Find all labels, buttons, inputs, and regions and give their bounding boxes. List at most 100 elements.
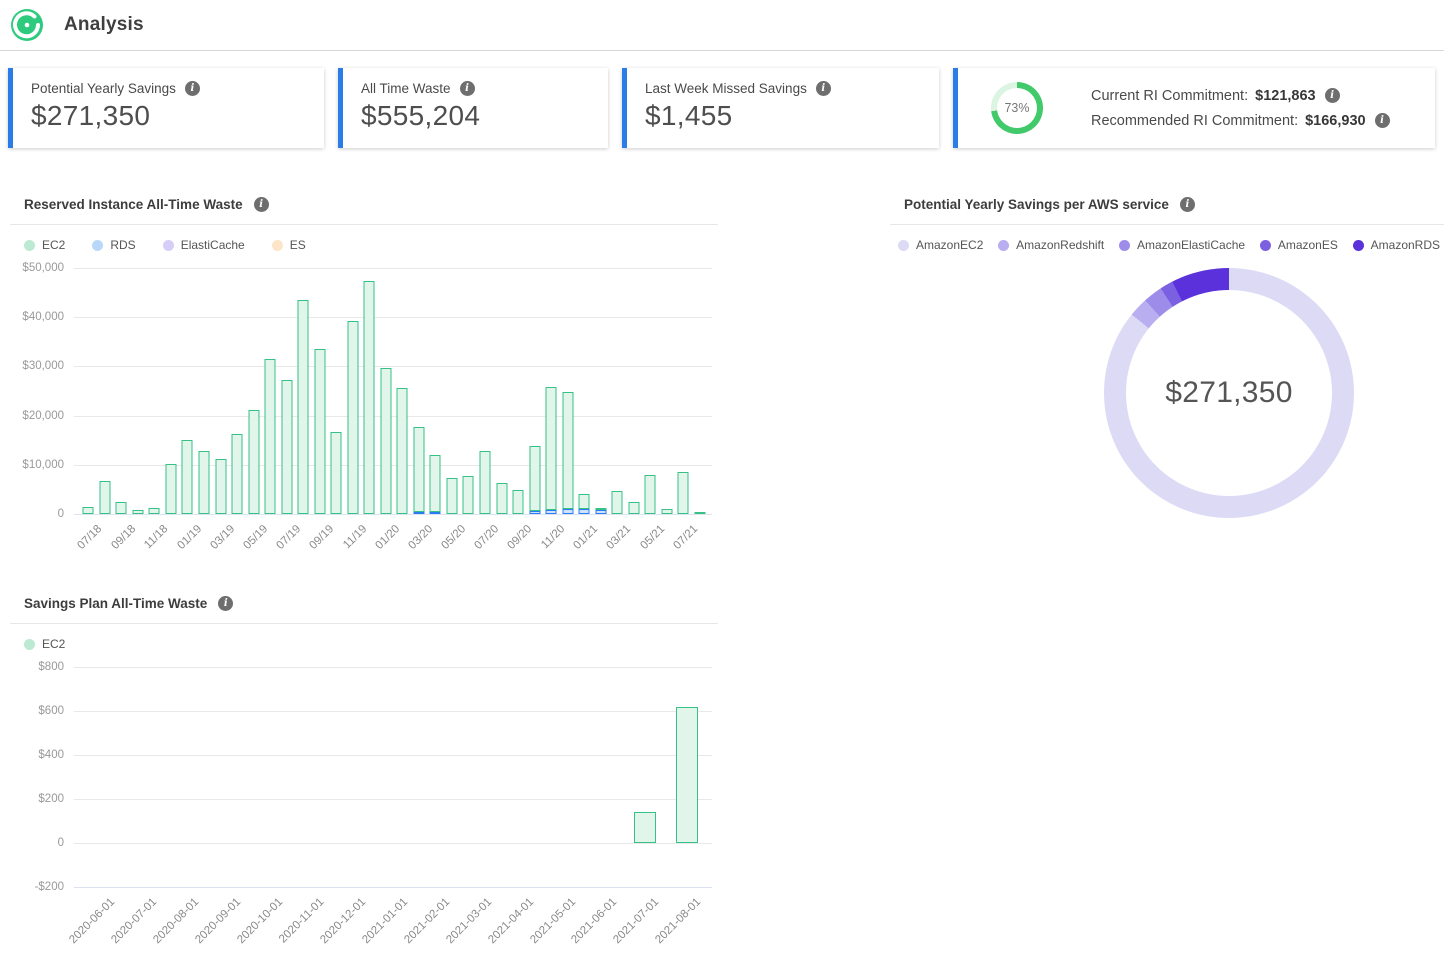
bar-EC2-11/19[interactable]: [347, 321, 359, 514]
bar-EC2-02/20[interactable]: [396, 388, 408, 514]
bar-RDS-10/20[interactable]: [529, 510, 541, 514]
info-icon[interactable]: i: [253, 197, 269, 212]
bar-EC2-08/21[interactable]: [694, 512, 706, 514]
row-value: $166,930: [1305, 112, 1366, 129]
savings-per-service-donut-chart: $271,350: [890, 268, 1444, 518]
bar-EC2-02/21[interactable]: [595, 508, 607, 511]
legend-item-ES[interactable]: ES: [271, 238, 306, 252]
bar-EC2-06/21[interactable]: [661, 508, 673, 514]
chart-legend: AmazonEC2 AmazonRedshift AmazonElastiCache…: [898, 238, 1440, 252]
bar-EC2-08/20[interactable]: [496, 483, 508, 514]
bar-EC2-12/20[interactable]: [562, 392, 574, 509]
bar-RDS-03/20[interactable]: [413, 511, 425, 514]
bar-slot: [394, 268, 411, 514]
bar-EC2-09/18[interactable]: [115, 502, 127, 514]
bar-slot: [345, 268, 362, 514]
gauge-percent-label: 73%: [1004, 101, 1030, 115]
bar-EC2-2021-07-01[interactable]: [634, 812, 657, 843]
bar-EC2-03/20[interactable]: [413, 426, 425, 512]
bar-EC2-12/19[interactable]: [363, 281, 375, 514]
card-label-row: Potential Yearly Savings i: [31, 81, 306, 96]
prosperops-logo-icon[interactable]: [10, 8, 44, 42]
gridline: [74, 755, 712, 756]
bar-EC2-08/19[interactable]: [297, 300, 309, 514]
legend-dot-icon: [24, 638, 35, 650]
bar-RDS-12/20[interactable]: [562, 508, 574, 514]
info-icon[interactable]: i: [815, 81, 831, 96]
bar-EC2-02/19[interactable]: [198, 450, 210, 514]
savings-per-service-panel: Potential Yearly Savings per AWS service…: [890, 194, 1444, 518]
y-tick-label: $800: [38, 661, 64, 673]
info-icon[interactable]: i: [184, 81, 200, 96]
bar-EC2-06/20[interactable]: [462, 475, 474, 514]
legend-item-EC2[interactable]: EC2: [24, 637, 65, 651]
x-tick-slot: 03/19: [208, 516, 237, 574]
bar-RDS-02/21[interactable]: [595, 510, 607, 514]
bar-EC2-10/18[interactable]: [132, 509, 144, 514]
bar-EC2-01/20[interactable]: [380, 367, 392, 514]
info-icon[interactable]: i: [459, 81, 475, 96]
gridline: [74, 415, 712, 417]
info-icon[interactable]: i: [1374, 113, 1390, 128]
row-value: $121,863: [1255, 87, 1316, 104]
legend-item-AmazonElastiCache[interactable]: AmazonElastiCache: [1118, 238, 1245, 252]
legend-item-AmazonRDS[interactable]: AmazonRDS: [1352, 238, 1440, 252]
bar-EC2-07/18[interactable]: [82, 506, 94, 514]
bar-EC2-07/20[interactable]: [479, 450, 491, 514]
panel-title-row: Savings Plan All-Time Waste i: [10, 593, 718, 614]
donut-hole: $271,350: [1126, 290, 1332, 496]
x-tick-slot: [692, 516, 709, 574]
bar-EC2-04/19[interactable]: [231, 433, 243, 514]
bar-EC2-2021-08-01[interactable]: [675, 706, 698, 843]
bar-RDS-11/20[interactable]: [545, 509, 557, 514]
bar-EC2-03/21[interactable]: [611, 490, 623, 514]
legend-dot-icon: [1352, 239, 1364, 251]
bar-EC2-11/18[interactable]: [148, 507, 160, 514]
bar-EC2-07/21[interactable]: [677, 471, 689, 514]
bar-EC2-05/21[interactable]: [644, 474, 656, 514]
bar-EC2-09/20[interactable]: [512, 490, 524, 514]
bar-EC2-09/19[interactable]: [314, 349, 326, 514]
bar-slot: [477, 268, 494, 514]
bar-slot: [163, 268, 180, 514]
x-tick-slot: 09/20: [506, 516, 535, 574]
bar-slot: [499, 667, 541, 887]
bar-EC2-12/18[interactable]: [165, 463, 177, 514]
bar-EC2-05/20[interactable]: [446, 478, 458, 514]
ri-utilization-gauge[interactable]: 73%: [991, 82, 1043, 134]
bar-EC2-01/19[interactable]: [181, 440, 193, 514]
bar-RDS-01/21[interactable]: [578, 509, 590, 514]
bar-slot: [328, 268, 345, 514]
bar-EC2-07/19[interactable]: [281, 380, 293, 514]
gridline: [74, 366, 712, 368]
bar-EC2-10/20[interactable]: [529, 445, 541, 511]
info-icon[interactable]: i: [1179, 197, 1195, 212]
chart-body: $50,000 $40,000 $30,000 $20,000 $10,000 0 07/1…: [10, 262, 718, 574]
bar-slot: [675, 268, 692, 514]
x-tick-slot: 01/20: [373, 516, 402, 574]
legend-label: EC2: [42, 637, 66, 651]
bar-EC2-04/21[interactable]: [628, 501, 640, 514]
bar-EC2-08/18[interactable]: [99, 480, 111, 514]
bar-RDS-04/20[interactable]: [429, 512, 441, 514]
bar-slot: [540, 667, 582, 887]
legend-item-EC2[interactable]: EC2: [24, 238, 65, 252]
bar-EC2-05/19[interactable]: [248, 409, 260, 514]
bar-EC2-10/19[interactable]: [330, 431, 342, 514]
legend-item-AmazonEC2[interactable]: AmazonEC2: [898, 238, 983, 252]
info-icon[interactable]: i: [218, 596, 234, 611]
legend-item-ElastiCache[interactable]: ElastiCache: [162, 238, 245, 252]
bar-slot: [278, 268, 295, 514]
bar-EC2-06/19[interactable]: [264, 358, 276, 514]
legend-item-AmazonES[interactable]: AmazonES: [1259, 238, 1338, 252]
legend-item-AmazonRedshift[interactable]: AmazonRedshift: [998, 238, 1104, 252]
legend-dot-icon: [162, 239, 174, 251]
bar-EC2-11/20[interactable]: [545, 387, 557, 510]
chart-legend: EC2 RDS ElastiCache ES: [24, 238, 718, 252]
bar-slot: [427, 268, 444, 514]
bar-EC2-03/19[interactable]: [215, 458, 227, 514]
info-icon[interactable]: i: [1324, 88, 1340, 103]
bar-EC2-04/20[interactable]: [429, 454, 441, 513]
legend-item-RDS[interactable]: RDS: [92, 238, 136, 252]
bar-EC2-01/21[interactable]: [578, 494, 590, 510]
